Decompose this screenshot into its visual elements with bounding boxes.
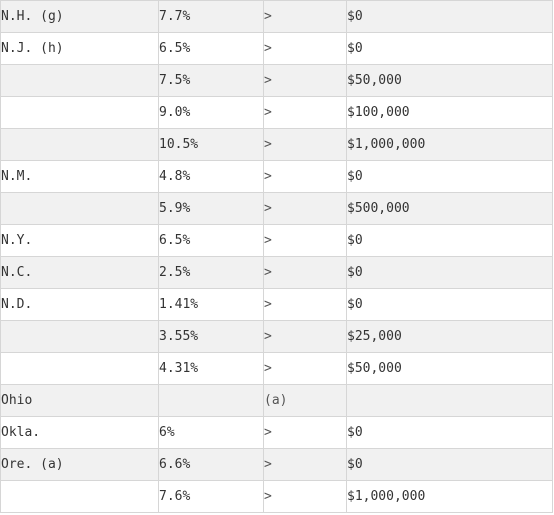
bracket-cell: $0 xyxy=(346,32,553,65)
comparison-cell: > xyxy=(263,64,347,97)
state-cell: N.D. xyxy=(0,288,159,321)
bracket-cell: $0 xyxy=(346,224,553,257)
comparison-cell: > xyxy=(263,480,347,513)
rate-cell: 7.5% xyxy=(158,64,264,97)
comparison-cell: > xyxy=(263,256,347,289)
table-row: Ohio (a) xyxy=(0,384,553,417)
rate-cell: 6% xyxy=(158,416,264,449)
rate-cell: 4.8% xyxy=(158,160,264,193)
comparison-cell: > xyxy=(263,96,347,129)
rate-cell: 9.0% xyxy=(158,96,264,129)
comparison-cell: > xyxy=(263,224,347,257)
table-row: Okla. 6% > $0 xyxy=(0,416,553,449)
comparison-cell: > xyxy=(263,192,347,225)
bracket-cell: $1,000,000 xyxy=(346,480,553,513)
table-row: N.M. 4.8% > $0 xyxy=(0,160,553,193)
bracket-cell: $500,000 xyxy=(346,192,553,225)
bracket-cell: $100,000 xyxy=(346,96,553,129)
bracket-cell: $0 xyxy=(346,0,553,33)
bracket-cell: $50,000 xyxy=(346,352,553,385)
bracket-cell: $25,000 xyxy=(346,320,553,353)
table-row: N.C. 2.5% > $0 xyxy=(0,256,553,289)
rate-cell: 6.5% xyxy=(158,32,264,65)
state-cell: Ore. (a) xyxy=(0,448,159,481)
table-row: N.J. (h) 6.5% > $0 xyxy=(0,32,553,65)
rate-cell: 10.5% xyxy=(158,128,264,161)
comparison-cell: > xyxy=(263,288,347,321)
state-cell xyxy=(0,128,159,161)
bracket-cell: $0 xyxy=(346,288,553,321)
table-row: 7.6% > $1,000,000 xyxy=(0,480,553,513)
rate-cell: 7.6% xyxy=(158,480,264,513)
bracket-cell: $0 xyxy=(346,160,553,193)
rate-cell: 1.41% xyxy=(158,288,264,321)
table-row: 9.0% > $100,000 xyxy=(0,96,553,129)
state-cell xyxy=(0,96,159,129)
rate-cell: 5.9% xyxy=(158,192,264,225)
table-row: 3.55% > $25,000 xyxy=(0,320,553,353)
rate-cell: 4.31% xyxy=(158,352,264,385)
table-row: 4.31% > $50,000 xyxy=(0,352,553,385)
state-cell xyxy=(0,64,159,97)
comparison-cell: > xyxy=(263,160,347,193)
bracket-cell xyxy=(346,384,553,417)
comparison-cell: > xyxy=(263,416,347,449)
state-cell xyxy=(0,352,159,385)
table-row: 5.9% > $500,000 xyxy=(0,192,553,225)
state-cell: N.C. xyxy=(0,256,159,289)
bracket-cell: $0 xyxy=(346,416,553,449)
table-row: N.H. (g) 7.7% > $0 xyxy=(0,0,553,33)
comparison-cell: > xyxy=(263,128,347,161)
state-cell xyxy=(0,192,159,225)
rate-cell: 2.5% xyxy=(158,256,264,289)
state-cell xyxy=(0,480,159,513)
state-cell: N.H. (g) xyxy=(0,0,159,33)
table-row: 10.5% > $1,000,000 xyxy=(0,128,553,161)
rate-cell: 7.7% xyxy=(158,0,264,33)
table-row: Ore. (a) 6.6% > $0 xyxy=(0,448,553,481)
comparison-cell: > xyxy=(263,352,347,385)
bracket-cell: $50,000 xyxy=(346,64,553,97)
comparison-cell: > xyxy=(263,0,347,33)
rate-cell xyxy=(158,384,264,417)
comparison-cell: > xyxy=(263,448,347,481)
state-cell: Okla. xyxy=(0,416,159,449)
bracket-cell: $0 xyxy=(346,256,553,289)
rate-cell: 6.6% xyxy=(158,448,264,481)
rate-cell: 6.5% xyxy=(158,224,264,257)
table-row: N.Y. 6.5% > $0 xyxy=(0,224,553,257)
state-cell: N.J. (h) xyxy=(0,32,159,65)
table-row: 7.5% > $50,000 xyxy=(0,64,553,97)
comparison-cell: (a) xyxy=(263,384,347,417)
comparison-cell: > xyxy=(263,32,347,65)
bracket-cell: $0 xyxy=(346,448,553,481)
state-cell: N.Y. xyxy=(0,224,159,257)
state-cell: Ohio xyxy=(0,384,159,417)
state-cell xyxy=(0,320,159,353)
rate-cell: 3.55% xyxy=(158,320,264,353)
state-cell: N.M. xyxy=(0,160,159,193)
comparison-cell: > xyxy=(263,320,347,353)
bracket-cell: $1,000,000 xyxy=(346,128,553,161)
table-row: N.D. 1.41% > $0 xyxy=(0,288,553,321)
